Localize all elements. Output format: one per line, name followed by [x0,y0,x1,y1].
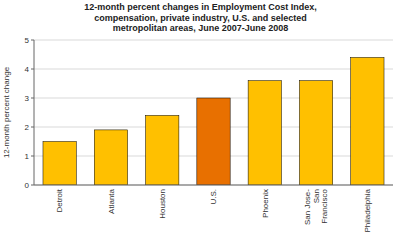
bars [43,57,384,185]
y-tick-label: 5 [25,36,30,45]
x-tick-label: Phoenix [261,189,270,218]
x-tick-label: Philadelphia [363,188,372,232]
bar [146,115,179,185]
grid [34,40,393,185]
grid-line [34,69,393,70]
bar [43,142,76,186]
bar [351,57,384,185]
y-tick-label: 1 [25,152,30,161]
x-tick-label: U.S. [209,189,218,205]
chart-title: 12-month percent changes in Employment C… [84,2,317,33]
y-tick-label: 0 [25,181,30,190]
y-tick-label: 3 [25,94,30,103]
x-tick-labels: Detroit Atlanta Houston U.S. Phoenix San Jose… [55,188,372,232]
chart-container: 12-month percent changes in Employment C… [0,0,401,238]
bar [94,130,127,185]
y-axis-line [34,40,35,185]
x-tick-label: Detroit [55,188,64,212]
bar [197,98,230,185]
chart-svg: 12-month percent changes in Employment C… [0,0,401,238]
y-ticks: 0 1 2 3 4 5 [25,36,34,190]
y-tick-label: 4 [25,65,30,74]
y-axis-label: 12-month percent change [2,66,11,158]
grid-line [34,40,393,41]
bar [248,81,281,185]
y-tick-label: 2 [25,123,30,132]
grid-line [34,185,393,186]
bar [299,81,332,185]
x-tick-label: Houston [158,189,167,219]
x-tick-label: Atlanta [107,188,116,213]
x-tick-label: San Jose-SanFrancisco [303,188,329,225]
x-axis-line [34,185,393,186]
